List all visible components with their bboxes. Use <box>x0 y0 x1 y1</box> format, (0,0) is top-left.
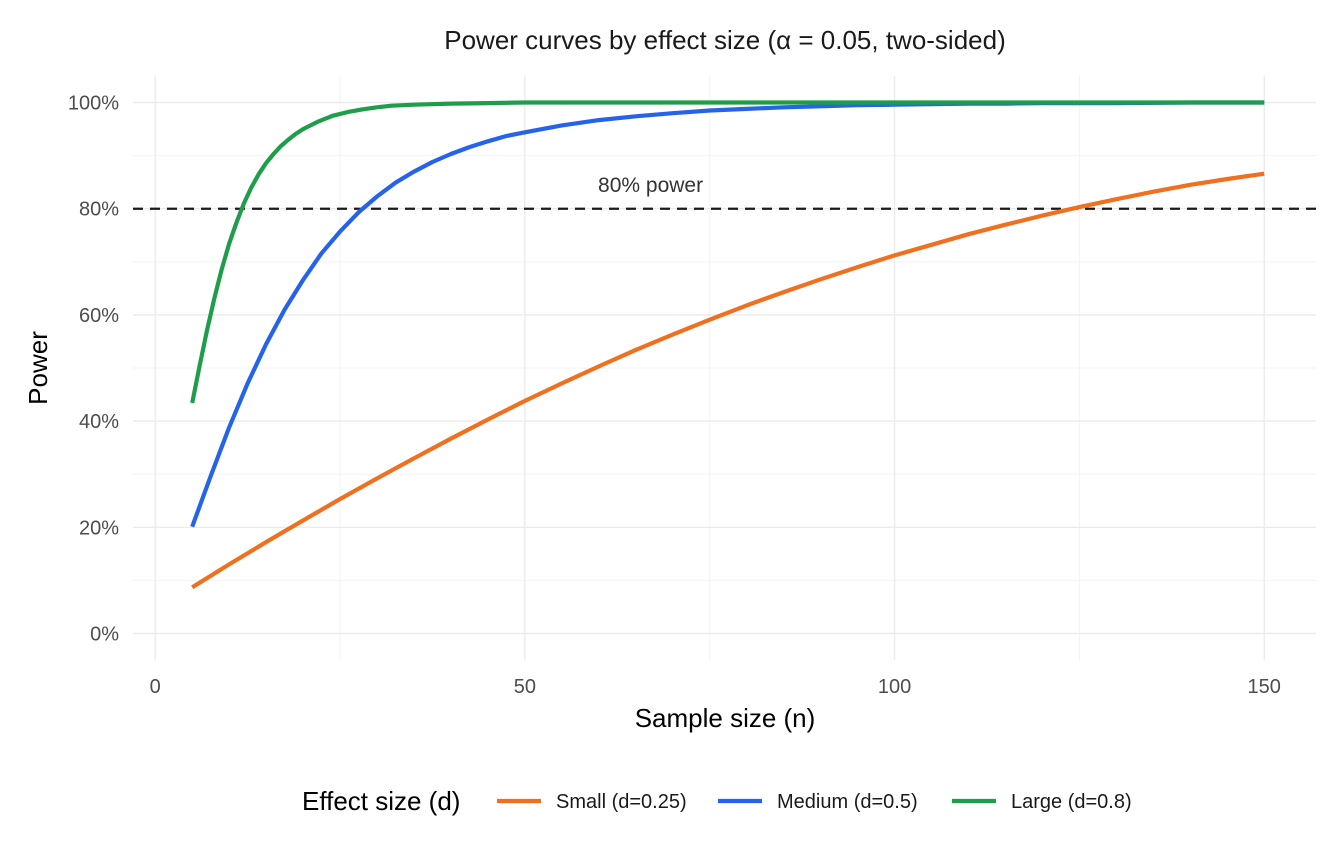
legend: Effect size (d) Small (d=0.25) Medium (d=… <box>302 786 1132 816</box>
x-tick-label: 100 <box>878 676 911 698</box>
x-tick-label: 150 <box>1248 676 1281 698</box>
legend-label-1: Small (d=0.25) <box>556 791 687 813</box>
x-axis-ticks: 0 50 100 150 <box>150 676 1281 698</box>
y-axis-title: Power <box>23 331 53 405</box>
annotation-80-power: 80% power <box>598 174 703 197</box>
series-lines <box>190 100 1265 590</box>
y-tick-label: 60% <box>79 305 119 327</box>
y-tick-label: 100% <box>68 93 119 115</box>
series-line-1 <box>191 171 1265 590</box>
y-tick-label: 80% <box>79 199 119 221</box>
x-tick-label: 50 <box>514 676 536 698</box>
chart-title: Power curves by effect size (α = 0.05, t… <box>444 25 1006 55</box>
series-line-3 <box>190 100 1265 404</box>
y-tick-label: 20% <box>79 517 119 539</box>
y-tick-label: 0% <box>90 623 119 645</box>
x-axis-title: Sample size (n) <box>635 703 816 733</box>
legend-title: Effect size (d) <box>302 786 460 816</box>
x-tick-label: 0 <box>150 676 161 698</box>
legend-label-3: Large (d=0.8) <box>1011 791 1132 813</box>
legend-label-2: Medium (d=0.5) <box>777 791 918 813</box>
legend-items: Small (d=0.25) Medium (d=0.5) Large (d=0.8… <box>497 791 1132 813</box>
minor-gridlines <box>133 76 1316 660</box>
y-tick-label: 40% <box>79 411 119 433</box>
y-axis-ticks: 0% 20% 40% 60% 80% 100% <box>68 93 119 646</box>
